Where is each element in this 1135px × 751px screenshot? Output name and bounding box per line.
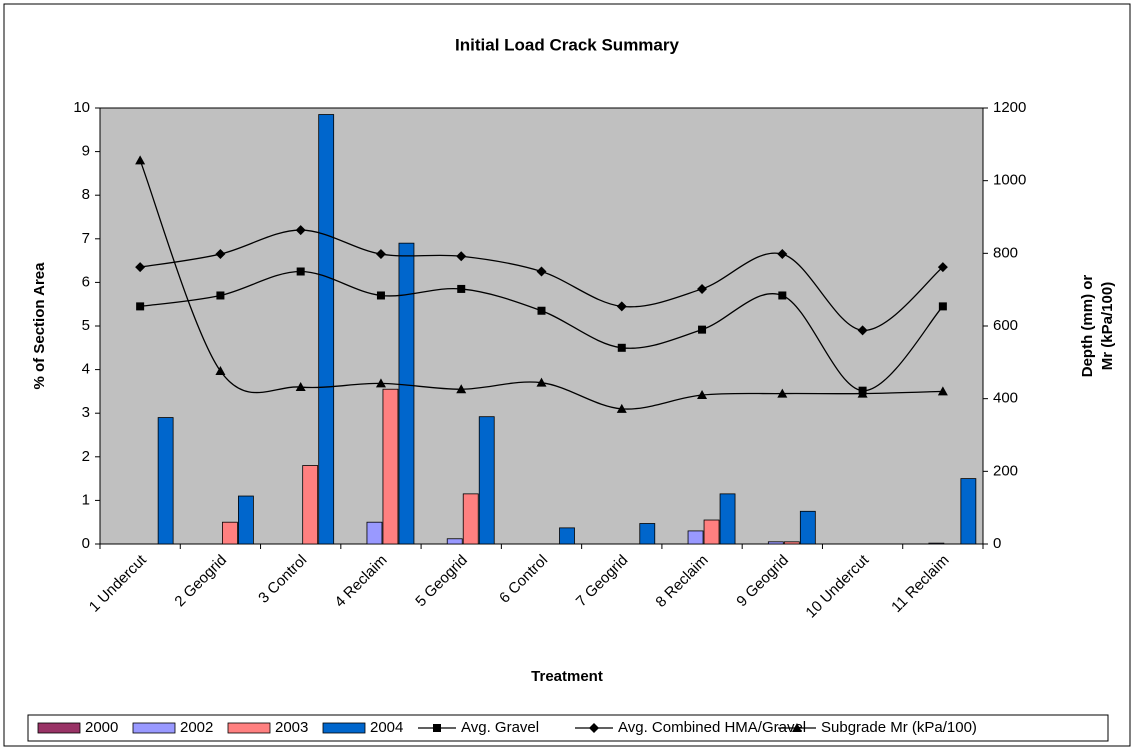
bar	[446, 538, 463, 545]
line-marker	[697, 390, 708, 400]
legend-label: 2000	[85, 719, 118, 736]
legend-label: 2002	[180, 719, 213, 736]
legend-label: Avg. Combined HMA/Gravel	[618, 719, 806, 736]
y-tick-label: 8	[82, 186, 90, 203]
line-marker	[537, 306, 546, 315]
y2-axis-label: Depth (mm) or	[1079, 275, 1096, 378]
line-marker	[376, 291, 385, 300]
line-marker	[937, 386, 948, 396]
line	[140, 270, 944, 392]
y2-tick-label: 1000	[993, 172, 1026, 189]
legend-label: Subgrade Mr (kPa/100)	[821, 719, 977, 736]
y-tick-label: 2	[82, 448, 90, 465]
bar	[462, 493, 479, 545]
line-marker	[296, 267, 305, 276]
legend-marker	[589, 723, 599, 733]
legend-marker	[433, 724, 441, 732]
line-marker	[698, 325, 707, 334]
bar	[559, 527, 575, 545]
y-axis-label: % of Section Area	[31, 262, 48, 390]
line-marker	[136, 302, 145, 311]
y2-tick-label: 1200	[993, 99, 1026, 116]
line-marker	[777, 388, 788, 398]
line-marker	[295, 382, 306, 392]
bar	[302, 465, 319, 545]
bar	[799, 510, 816, 545]
line-marker	[857, 325, 868, 336]
plot-area	[99, 107, 984, 545]
bar	[767, 541, 784, 545]
bar	[687, 530, 704, 545]
y2-tick-label: 400	[993, 390, 1018, 407]
legend-label: 2004	[370, 719, 403, 736]
legend-swatch	[132, 722, 176, 734]
legend-label: 2003	[275, 719, 308, 736]
y-tick-label: 4	[82, 361, 90, 378]
line-marker	[457, 284, 466, 293]
line-marker	[456, 384, 467, 394]
bar	[639, 523, 656, 545]
bar	[222, 521, 238, 545]
bar	[318, 114, 335, 545]
legend-marker	[792, 723, 802, 732]
y-tick-label: 5	[82, 317, 90, 334]
bar	[719, 493, 736, 545]
line-marker	[456, 251, 467, 262]
legend-swatch	[37, 722, 81, 734]
y-tick-label: 6	[82, 273, 90, 290]
line-marker	[536, 377, 547, 387]
line-marker	[295, 225, 306, 236]
line-marker	[937, 262, 948, 273]
legend-swatch	[227, 722, 271, 734]
bar	[238, 495, 254, 545]
bar	[398, 242, 415, 545]
y2-tick-label: 0	[993, 535, 1001, 552]
line-marker	[938, 302, 947, 311]
line-marker	[135, 155, 146, 165]
line-marker	[616, 403, 627, 413]
line-marker	[375, 378, 386, 388]
bar	[928, 542, 945, 545]
line-marker	[616, 301, 627, 312]
y2-axis-label: Mr (kPa/100)	[1099, 282, 1116, 370]
line-marker	[215, 366, 226, 376]
line-marker	[375, 249, 386, 260]
line-marker	[216, 291, 225, 300]
bar	[703, 519, 720, 545]
bar	[366, 521, 383, 545]
line-marker	[215, 249, 226, 260]
y-tick-label: 0	[82, 535, 90, 552]
line	[139, 160, 943, 410]
legend-label: Avg. Gravel	[461, 719, 539, 736]
line-marker	[135, 262, 146, 273]
chart-title: Initial Load Crack Summary	[455, 35, 679, 54]
legend-box	[27, 714, 1109, 742]
line-marker	[617, 343, 626, 352]
line-marker	[778, 291, 787, 300]
y2-tick-label: 200	[993, 462, 1018, 479]
y-tick-label: 3	[82, 404, 90, 421]
line	[140, 229, 944, 332]
line-marker	[697, 283, 708, 294]
x-axis-label: Treatment	[531, 668, 603, 685]
y-tick-label: 7	[82, 230, 90, 247]
legend-swatch	[322, 722, 366, 734]
y-tick-label: 10	[73, 99, 90, 116]
y2-tick-label: 800	[993, 244, 1018, 261]
line-marker	[536, 266, 547, 277]
bar	[157, 417, 174, 545]
bar	[478, 416, 495, 545]
bar	[382, 388, 399, 545]
y2-tick-label: 600	[993, 317, 1018, 334]
bar	[960, 478, 977, 545]
y-tick-label: 9	[82, 143, 90, 160]
line-marker	[777, 249, 788, 260]
line-marker	[857, 388, 868, 398]
bar	[783, 541, 800, 545]
y-tick-label: 1	[82, 491, 90, 508]
